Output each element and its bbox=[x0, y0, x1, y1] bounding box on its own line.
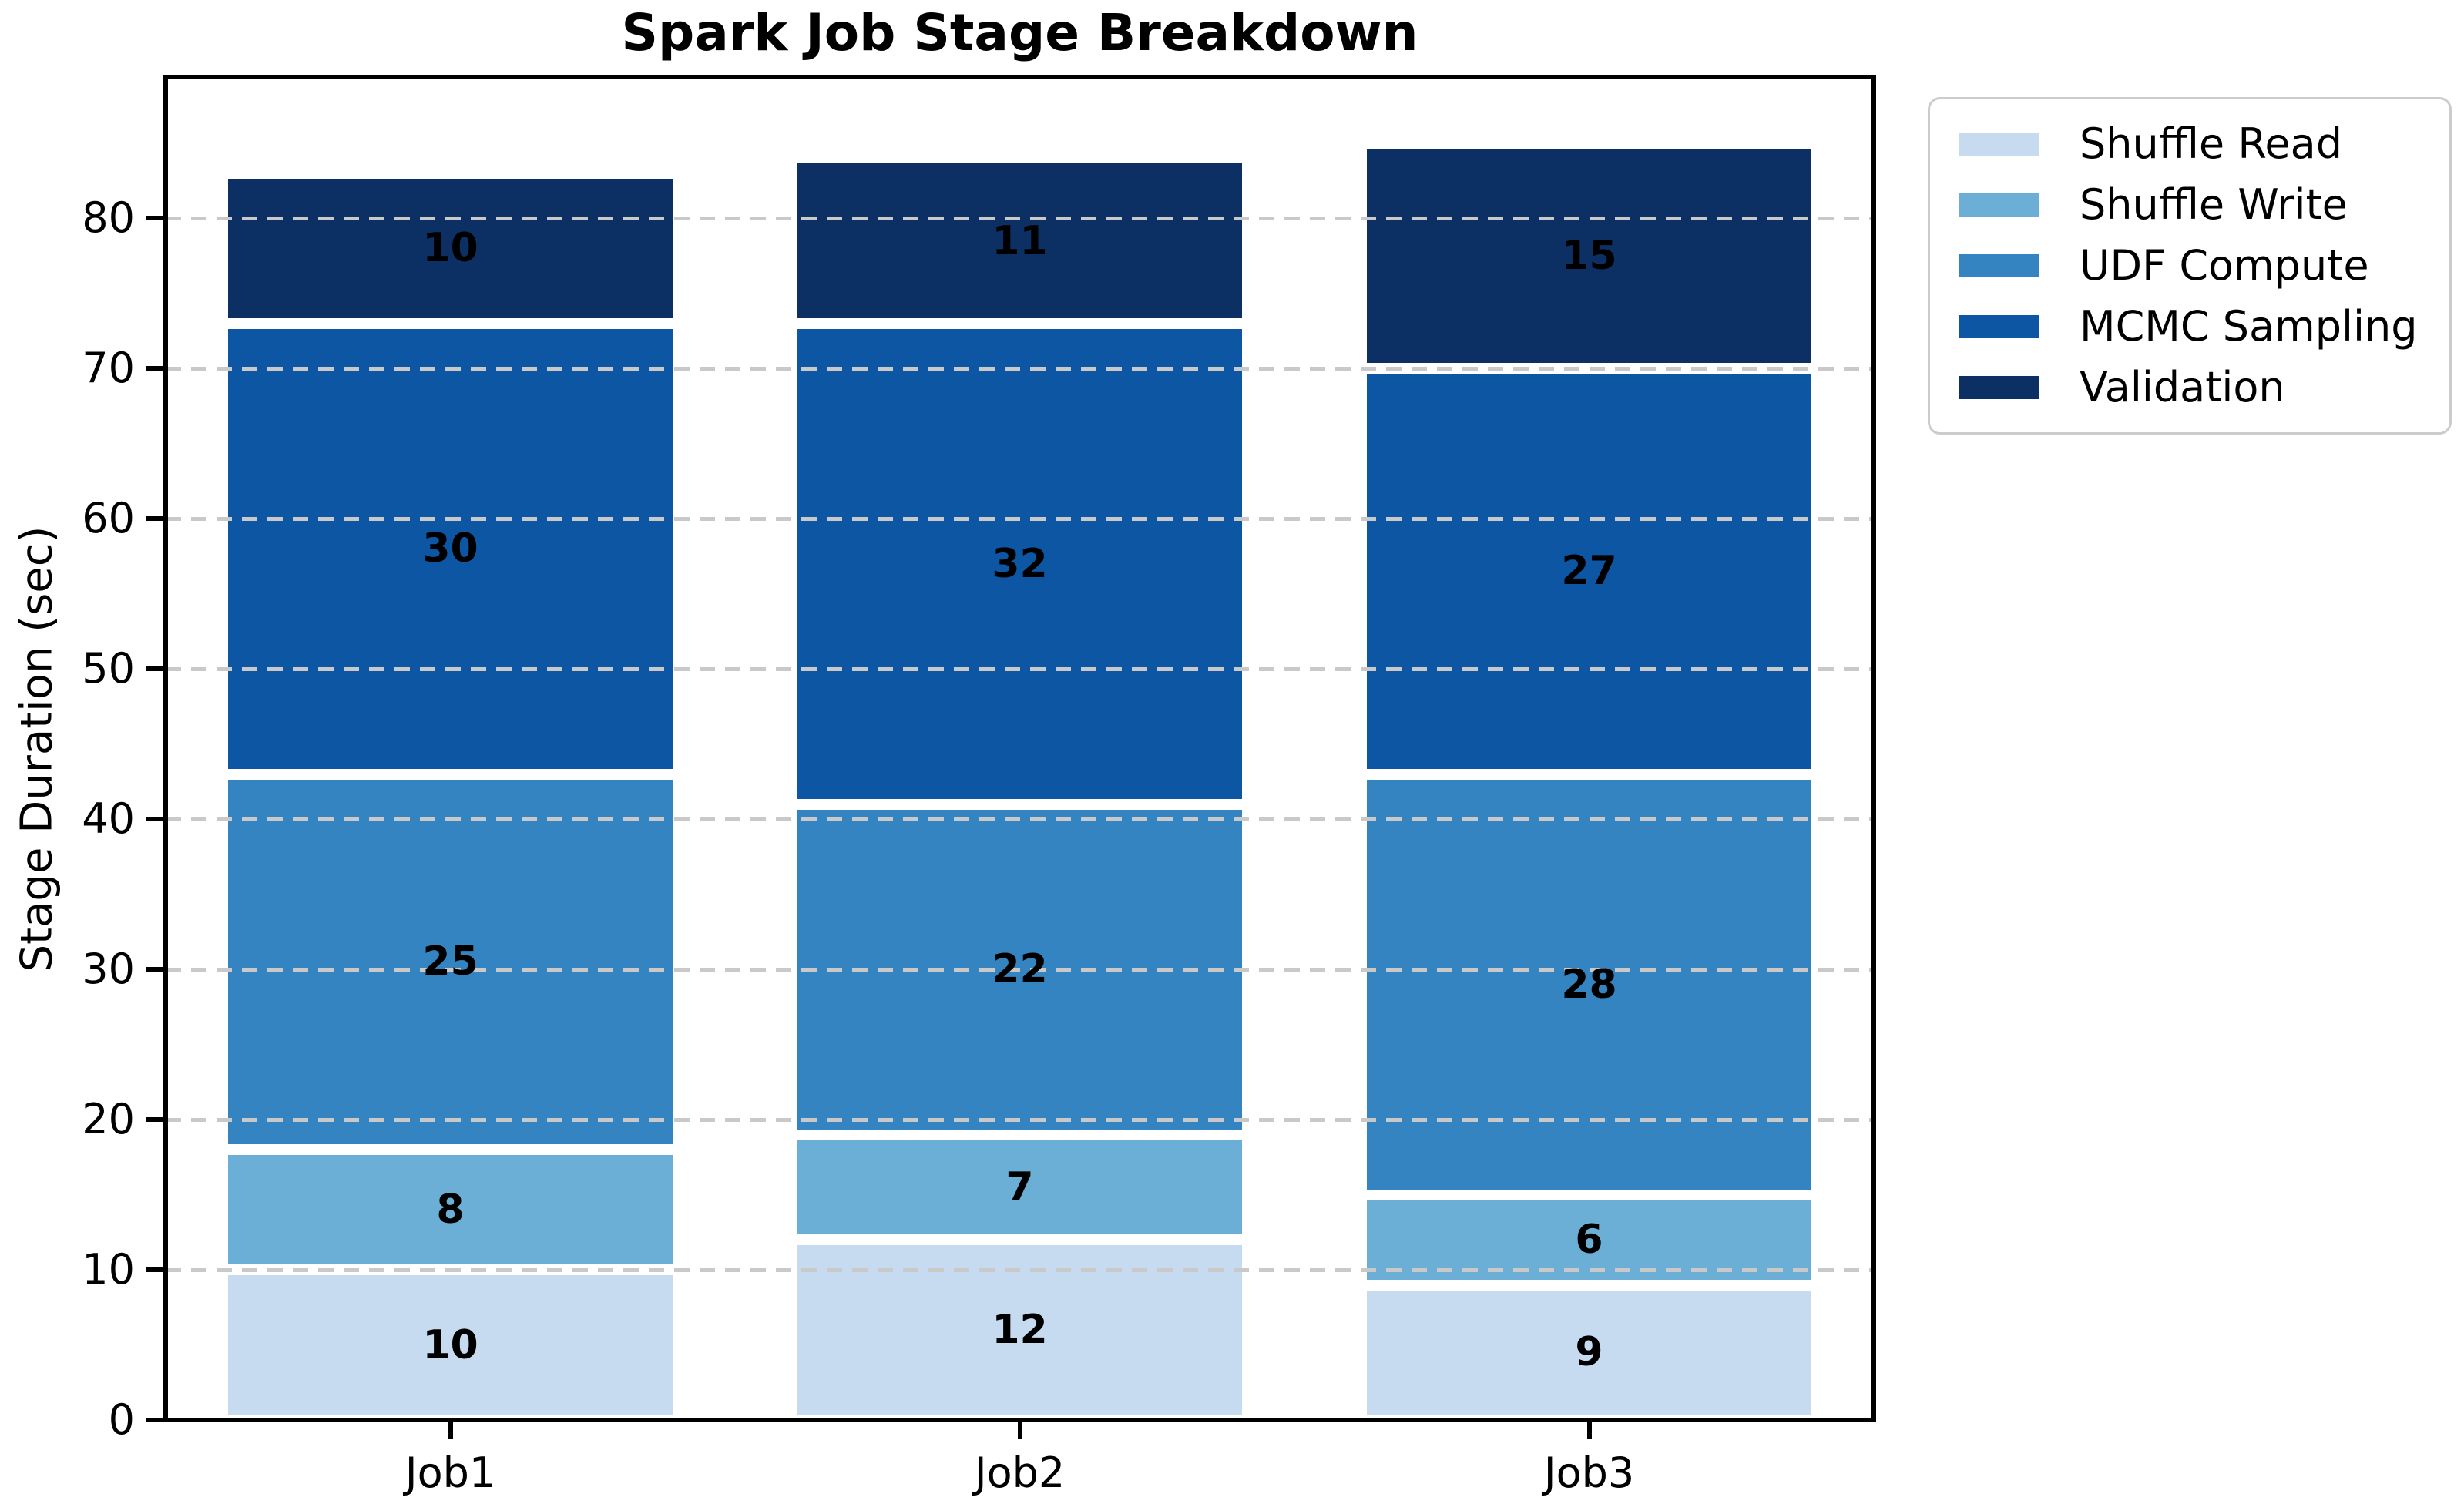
x-tick-mark-job3 bbox=[1586, 1422, 1592, 1439]
y-tick-label-0: 0 bbox=[108, 1395, 135, 1444]
legend: Shuffle Read Shuffle Write UDF Compute MCMC… bbox=[1928, 97, 2452, 435]
y-tick-mark-70 bbox=[146, 366, 163, 371]
y-tick-label-30: 30 bbox=[82, 945, 135, 994]
segment-shuffle-write-job1: 8 bbox=[223, 1150, 678, 1271]
bar-value-label: 12 bbox=[992, 1307, 1048, 1354]
bar-value-label: 6 bbox=[1575, 1217, 1603, 1264]
x-tick-label-job3: Job3 bbox=[1543, 1449, 1635, 1497]
y-tick-label-10: 10 bbox=[82, 1245, 135, 1294]
x-tick-mark-job2 bbox=[1017, 1422, 1022, 1439]
x-tick-label-job1: Job1 bbox=[405, 1449, 496, 1497]
gridline-y-70 bbox=[166, 366, 1874, 371]
bar-value-label: 27 bbox=[1561, 548, 1617, 595]
y-tick-mark-60 bbox=[146, 516, 163, 522]
y-tick-label-40: 40 bbox=[82, 794, 135, 844]
y-tick-mark-40 bbox=[146, 817, 163, 822]
legend-item-udf-compute: UDF Compute bbox=[1959, 240, 2434, 291]
segment-validation-job1: 10 bbox=[223, 173, 678, 324]
y-tick-label-20: 20 bbox=[82, 1095, 135, 1144]
bar-job2: 12 7 22 32 11 bbox=[792, 158, 1247, 1420]
legend-label: Shuffle Write bbox=[2080, 180, 2348, 229]
legend-swatch-icon bbox=[1959, 376, 2039, 399]
legend-item-validation: Validation bbox=[1959, 362, 2434, 413]
y-tick-mark-10 bbox=[146, 1267, 163, 1273]
bar-value-label: 15 bbox=[1561, 233, 1617, 280]
segment-shuffle-write-job2: 7 bbox=[792, 1134, 1247, 1240]
legend-swatch-icon bbox=[1959, 133, 2039, 156]
legend-swatch-icon bbox=[1959, 193, 2039, 217]
gridline-y-50 bbox=[166, 666, 1874, 671]
plot-area: 10 8 25 30 10 12 7 22 32 11 9 6 28 27 15 bbox=[163, 75, 1876, 1422]
segment-shuffle-read-job1: 10 bbox=[223, 1270, 678, 1420]
segment-udf-compute-job1: 25 bbox=[223, 774, 678, 1150]
bar-value-label: 10 bbox=[422, 1321, 478, 1368]
bar-value-label: 10 bbox=[422, 225, 478, 272]
x-tick-label-job2: Job2 bbox=[974, 1449, 1066, 1497]
bar-value-label: 9 bbox=[1575, 1329, 1603, 1376]
legend-label: MCMC Sampling bbox=[2080, 302, 2418, 351]
gridline-y-80 bbox=[166, 216, 1874, 220]
segment-shuffle-read-job2: 12 bbox=[792, 1240, 1247, 1420]
bar-value-label: 30 bbox=[422, 525, 478, 572]
y-tick-label-50: 50 bbox=[82, 644, 135, 693]
bar-value-label: 22 bbox=[992, 946, 1048, 993]
legend-label: UDF Compute bbox=[2080, 241, 2369, 290]
gridline-y-10 bbox=[166, 1267, 1874, 1272]
legend-label: Validation bbox=[2080, 363, 2285, 411]
segment-mcmc-sampling-job1: 30 bbox=[223, 323, 678, 774]
y-tick-mark-80 bbox=[146, 216, 163, 221]
y-tick-mark-50 bbox=[146, 666, 163, 672]
y-tick-label-80: 80 bbox=[82, 193, 135, 243]
chart-title: Spark Job Stage Breakdown bbox=[621, 3, 1418, 62]
gridline-y-20 bbox=[166, 1117, 1874, 1122]
y-tick-label-60: 60 bbox=[82, 494, 135, 543]
segment-shuffle-read-job3: 9 bbox=[1361, 1284, 1817, 1420]
legend-label: Shuffle Read bbox=[2080, 119, 2343, 168]
x-tick-mark-job1 bbox=[448, 1422, 453, 1439]
segment-validation-job2: 11 bbox=[792, 158, 1247, 324]
y-tick-mark-0 bbox=[146, 1418, 163, 1422]
segment-validation-job3: 15 bbox=[1361, 143, 1817, 369]
y-tick-mark-20 bbox=[146, 1117, 163, 1123]
legend-item-mcmc-sampling: MCMC Sampling bbox=[1959, 301, 2434, 352]
bar-job1: 10 8 25 30 10 bbox=[223, 173, 678, 1420]
bar-value-label: 28 bbox=[1561, 961, 1617, 1008]
gridline-y-30 bbox=[166, 967, 1874, 972]
y-axis-label: Stage Duration (sec) bbox=[12, 525, 62, 972]
gridline-y-40 bbox=[166, 817, 1874, 821]
legend-swatch-icon bbox=[1959, 315, 2039, 338]
gridline-y-60 bbox=[166, 516, 1874, 521]
y-tick-mark-30 bbox=[146, 967, 163, 972]
bar-value-label: 25 bbox=[422, 938, 478, 985]
segment-udf-compute-job3: 28 bbox=[1361, 774, 1817, 1195]
legend-item-shuffle-write: Shuffle Write bbox=[1959, 180, 2434, 230]
bar-value-label: 8 bbox=[436, 1187, 465, 1234]
segment-mcmc-sampling-job3: 27 bbox=[1361, 368, 1817, 774]
bar-job3: 9 6 28 27 15 bbox=[1361, 143, 1817, 1420]
bar-value-label: 32 bbox=[992, 540, 1048, 587]
segment-mcmc-sampling-job2: 32 bbox=[792, 323, 1247, 804]
legend-item-shuffle-read: Shuffle Read bbox=[1959, 119, 2434, 170]
bar-value-label: 11 bbox=[992, 217, 1048, 264]
y-tick-label-70: 70 bbox=[82, 344, 135, 393]
bar-value-label: 7 bbox=[1005, 1163, 1034, 1210]
legend-swatch-icon bbox=[1959, 254, 2039, 277]
